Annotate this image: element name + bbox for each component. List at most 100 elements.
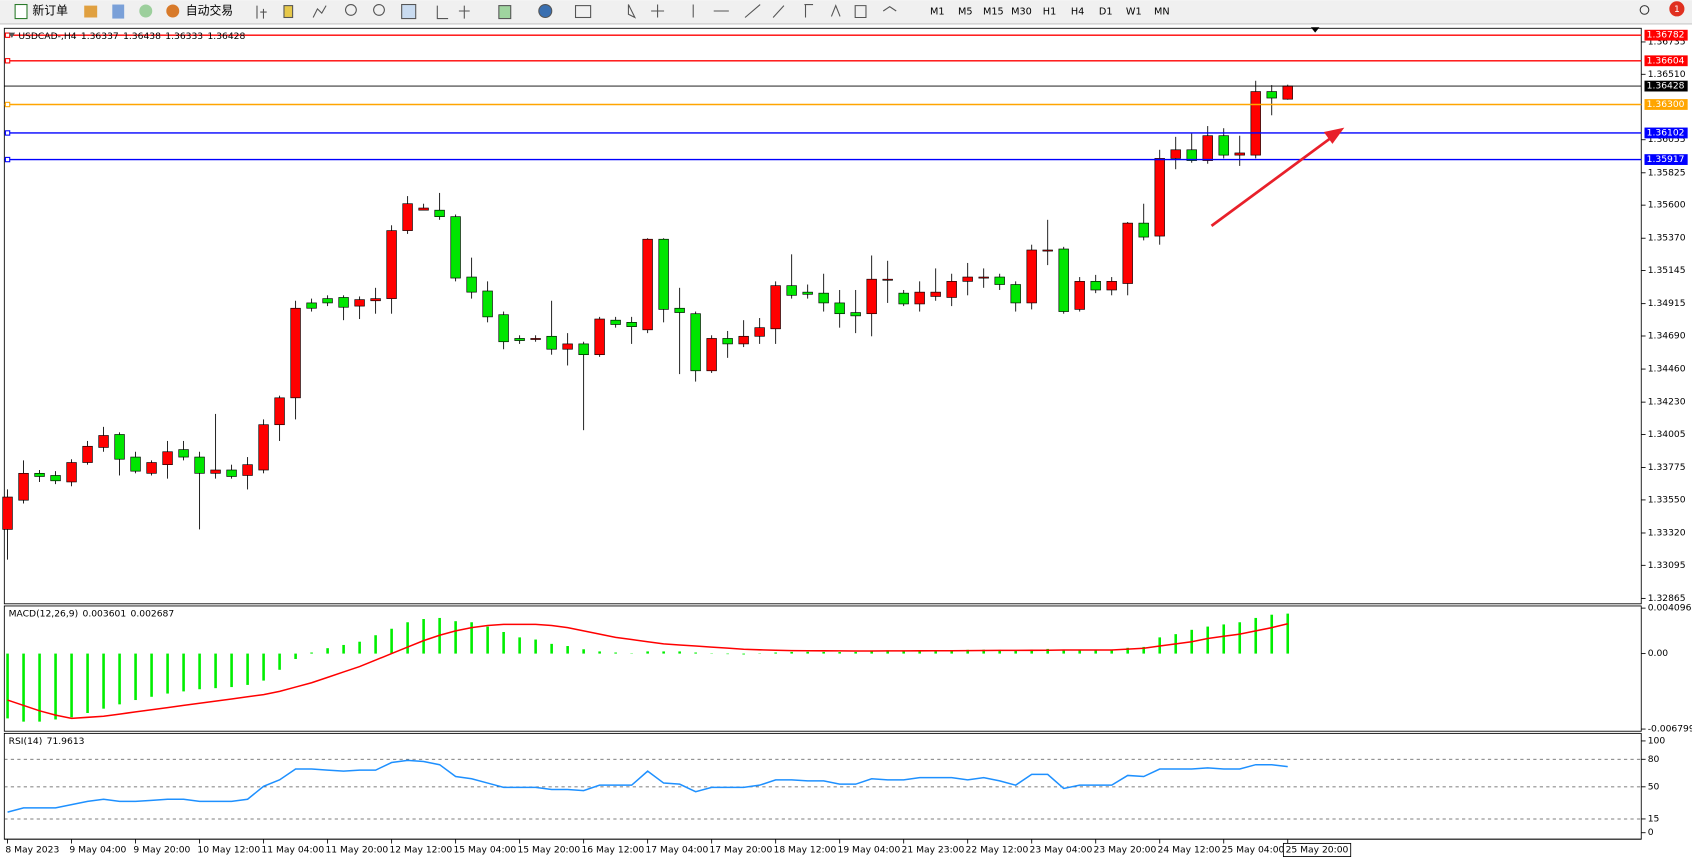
- candle-body: [1122, 222, 1133, 284]
- level-handle: [4, 58, 11, 64]
- timeframe-button[interactable]: D1: [1099, 7, 1113, 18]
- x-tick-label: 15 May 04:00: [453, 844, 516, 855]
- candle-body: [354, 299, 365, 307]
- histogram-bar: [806, 651, 809, 654]
- histogram-bar: [214, 653, 217, 689]
- y-tick-label: 1.34690: [1648, 330, 1686, 341]
- icon[interactable]: [139, 4, 153, 18]
- pane: 0.004096 0.00 -0.006799 MACD(12,26,9) 0.0036…: [3, 603, 1692, 735]
- histogram-bar: [566, 646, 569, 654]
- candle-body: [690, 313, 701, 372]
- candle-body: [1282, 85, 1293, 100]
- candle-body: [82, 445, 93, 463]
- icon[interactable]: [84, 5, 98, 18]
- timeframe-button[interactable]: W1: [1126, 7, 1142, 18]
- histogram-bar: [1062, 650, 1065, 654]
- candle-body: [514, 338, 525, 341]
- timeframe-button[interactable]: MN: [1154, 7, 1170, 18]
- candle-body: [338, 297, 349, 308]
- candle-body: [546, 335, 557, 350]
- x-tick-label: 12 May 12:00: [389, 844, 452, 855]
- level-label: 1.36300: [1647, 99, 1685, 110]
- search-icon[interactable]: [1639, 5, 1650, 15]
- candle-body: [290, 307, 301, 399]
- candle-body: [450, 216, 461, 279]
- candle-body: [962, 276, 973, 282]
- toolbar-bg: [0, 0, 1692, 24]
- candle-body: [978, 276, 989, 279]
- auto-trading-button[interactable]: 自动交易: [166, 4, 233, 18]
- chart-tools: [256, 3, 897, 20]
- y-tick-label: 1.36735: [1648, 36, 1686, 47]
- histogram-bar: [854, 651, 857, 654]
- histogram-bar: [246, 653, 249, 685]
- candle-body: [1170, 149, 1181, 159]
- x-tick-label: 22 May 12:00: [966, 844, 1029, 855]
- histogram-bar: [278, 653, 281, 670]
- candle-body: [98, 435, 109, 448]
- pane-frame: [3, 27, 1642, 605]
- histogram-bar: [598, 651, 601, 654]
- timeframe-button[interactable]: M1: [930, 7, 945, 18]
- timeframe-button[interactable]: M5: [958, 7, 973, 18]
- icon[interactable]: [373, 3, 385, 16]
- x-tick-label: 9 May 20:00: [133, 844, 190, 855]
- candle-body: [722, 338, 733, 345]
- candle-body: [1202, 135, 1213, 161]
- icon[interactable]: [574, 5, 592, 19]
- candle-body: [386, 230, 397, 299]
- timeframe-button[interactable]: M15: [983, 7, 1004, 18]
- icon[interactable]: [538, 3, 553, 19]
- histogram-bar: [422, 619, 425, 654]
- candle-body: [786, 285, 797, 296]
- timeframe-button[interactable]: M30: [1011, 7, 1032, 18]
- histogram-bar: [1126, 647, 1130, 654]
- candle-body: [850, 312, 861, 317]
- toolbar: 新订单 自动交易 M1 M5 M15 M30 H1 H4 D1 W1 MN 1: [0, 0, 1692, 25]
- icon[interactable]: [312, 5, 327, 18]
- histogram-bar: [870, 650, 873, 654]
- y-tick-label: 1.33095: [1648, 560, 1686, 571]
- timeframe-button[interactable]: H1: [1043, 7, 1056, 18]
- candle-body: [130, 456, 141, 472]
- candle-body: [194, 456, 205, 474]
- notifications[interactable]: 1: [1669, 1, 1685, 17]
- candle-body: [626, 322, 637, 327]
- new-order-button[interactable]: 新订单: [14, 4, 68, 20]
- level-label-bg: [1644, 127, 1688, 139]
- histogram-bar: [166, 653, 169, 694]
- histogram-bar: [406, 622, 409, 654]
- icon[interactable]: [256, 5, 267, 19]
- badge: [1669, 1, 1685, 17]
- last-price-bg: [1644, 80, 1688, 92]
- candle-body: [914, 291, 925, 305]
- histogram-bar: [1094, 650, 1098, 654]
- histogram-bar: [662, 651, 665, 654]
- icon[interactable]: [283, 5, 294, 19]
- histogram-bar: [950, 650, 953, 654]
- x-tick-label: 21 May 23:00: [902, 844, 965, 855]
- candle-body: [1010, 284, 1021, 304]
- timeframe-button[interactable]: H4: [1071, 7, 1084, 18]
- histogram-bar: [838, 652, 841, 654]
- histogram-bar: [790, 651, 793, 654]
- header-value: 1.36333: [165, 30, 203, 41]
- candle-body: [1058, 248, 1069, 312]
- y-tick-label: 1.35370: [1648, 233, 1686, 244]
- histogram-bar: [262, 653, 265, 681]
- candle-body: [402, 203, 413, 231]
- x-tick-label: 19 May 04:00: [838, 844, 901, 855]
- icon[interactable]: [627, 3, 897, 19]
- y-tick-label: 1.35600: [1648, 200, 1686, 211]
- icon[interactable]: [401, 3, 417, 20]
- shift-marker: [1310, 27, 1320, 33]
- icon[interactable]: [344, 3, 357, 16]
- icon[interactable]: [112, 4, 125, 19]
- icon[interactable]: [436, 5, 470, 20]
- candle-body: [818, 292, 829, 304]
- histogram-bar: [502, 631, 505, 654]
- histogram-bar: [6, 653, 9, 719]
- histogram-bar: [486, 626, 489, 654]
- histogram-bar: [294, 653, 297, 659]
- icon[interactable]: [498, 5, 512, 20]
